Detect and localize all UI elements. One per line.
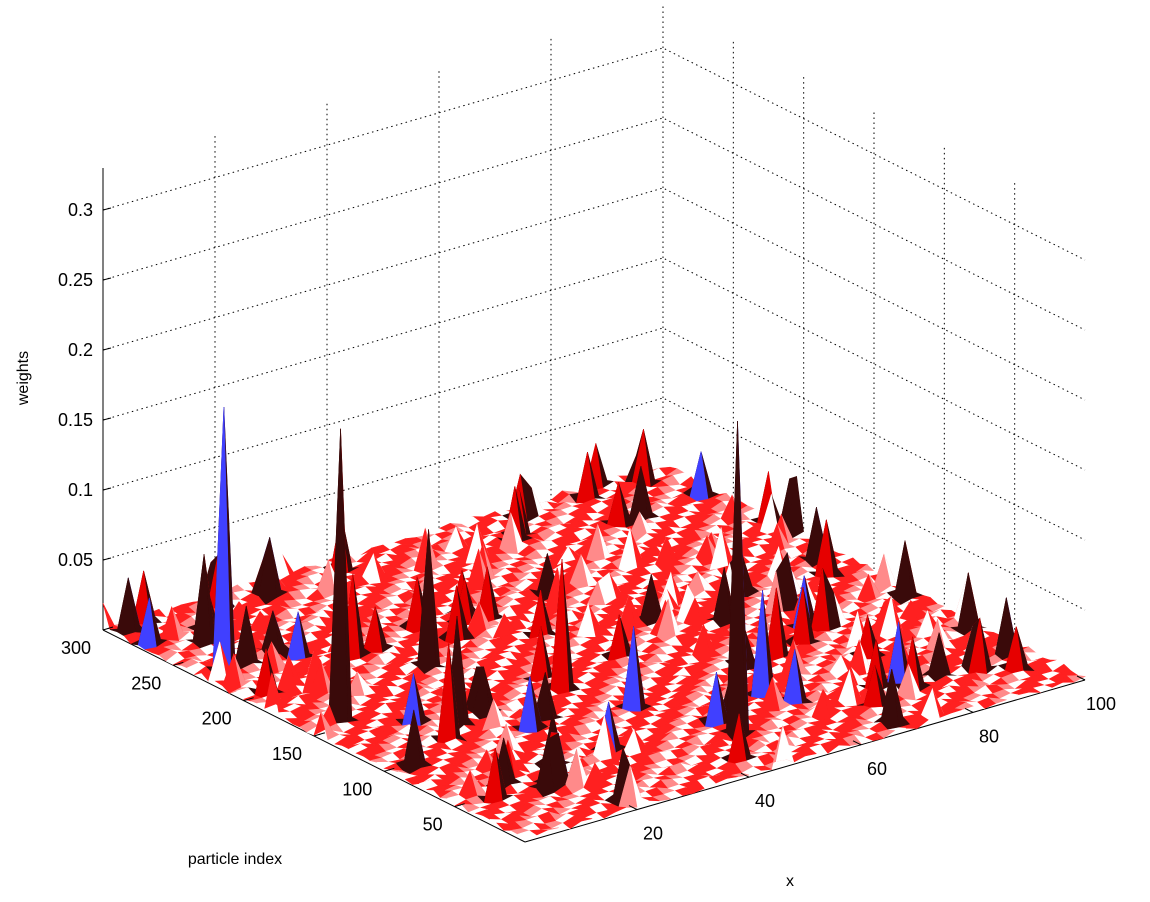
z-tick-label: 0.25 xyxy=(58,270,93,290)
y-tick-mark xyxy=(313,732,325,737)
x-tick-label: 40 xyxy=(755,791,775,811)
y-tick-mark xyxy=(243,697,254,702)
z-tick-label: 0.1 xyxy=(68,480,93,500)
z-tick-mark xyxy=(102,417,112,421)
y-axis-label: particle index xyxy=(188,851,282,868)
surface xyxy=(102,406,1086,838)
x-tick-label: 20 xyxy=(643,824,663,844)
y-tick-label: 250 xyxy=(131,673,161,693)
z-tick-label: 0.15 xyxy=(58,410,93,430)
x-tick-mark xyxy=(964,707,974,713)
z-tick-label: 0.2 xyxy=(68,340,93,360)
y-tick-label: 300 xyxy=(61,638,91,658)
y-tick-mark xyxy=(173,661,184,666)
z-grid-line xyxy=(102,47,1086,261)
z-grid-line xyxy=(102,257,1086,471)
x-tick-mark xyxy=(852,740,862,746)
y-tick-mark xyxy=(454,803,465,808)
y-tick-label: 200 xyxy=(202,709,232,729)
x-tick-mark xyxy=(740,772,750,778)
x-tick-label: 60 xyxy=(867,759,887,779)
z-tick-mark xyxy=(102,487,112,491)
z-tick-label: 0.3 xyxy=(68,200,93,220)
x-tick-mark xyxy=(1076,675,1086,681)
y-tick-mark xyxy=(384,767,395,772)
y-tick-label: 100 xyxy=(342,779,372,799)
y-tick-mark xyxy=(102,626,114,631)
y-tick-label: 150 xyxy=(272,744,302,764)
tick-labels: 0.05 0.1 0.15 0.2 0.25 0.3 50 100 150 200 250 300 20… xyxy=(58,200,1116,844)
z-grid-line xyxy=(102,117,1086,331)
y-tick-label: 50 xyxy=(423,815,443,835)
x-tick-label: 80 xyxy=(979,726,999,746)
z-tick-mark xyxy=(102,277,112,281)
surface-cell xyxy=(517,830,537,838)
z-axis-label: weights xyxy=(15,351,32,406)
z-tick-mark xyxy=(102,557,112,561)
x-axis-line xyxy=(524,679,1086,843)
x-tick-mark xyxy=(628,805,638,811)
z-tick-mark xyxy=(102,347,112,351)
z-tick-label: 0.05 xyxy=(58,550,93,570)
z-grid-line xyxy=(102,187,1086,401)
z-tick-mark xyxy=(102,207,112,211)
x-axis-label: x xyxy=(786,873,794,890)
x-tick-label: 100 xyxy=(1086,694,1116,714)
